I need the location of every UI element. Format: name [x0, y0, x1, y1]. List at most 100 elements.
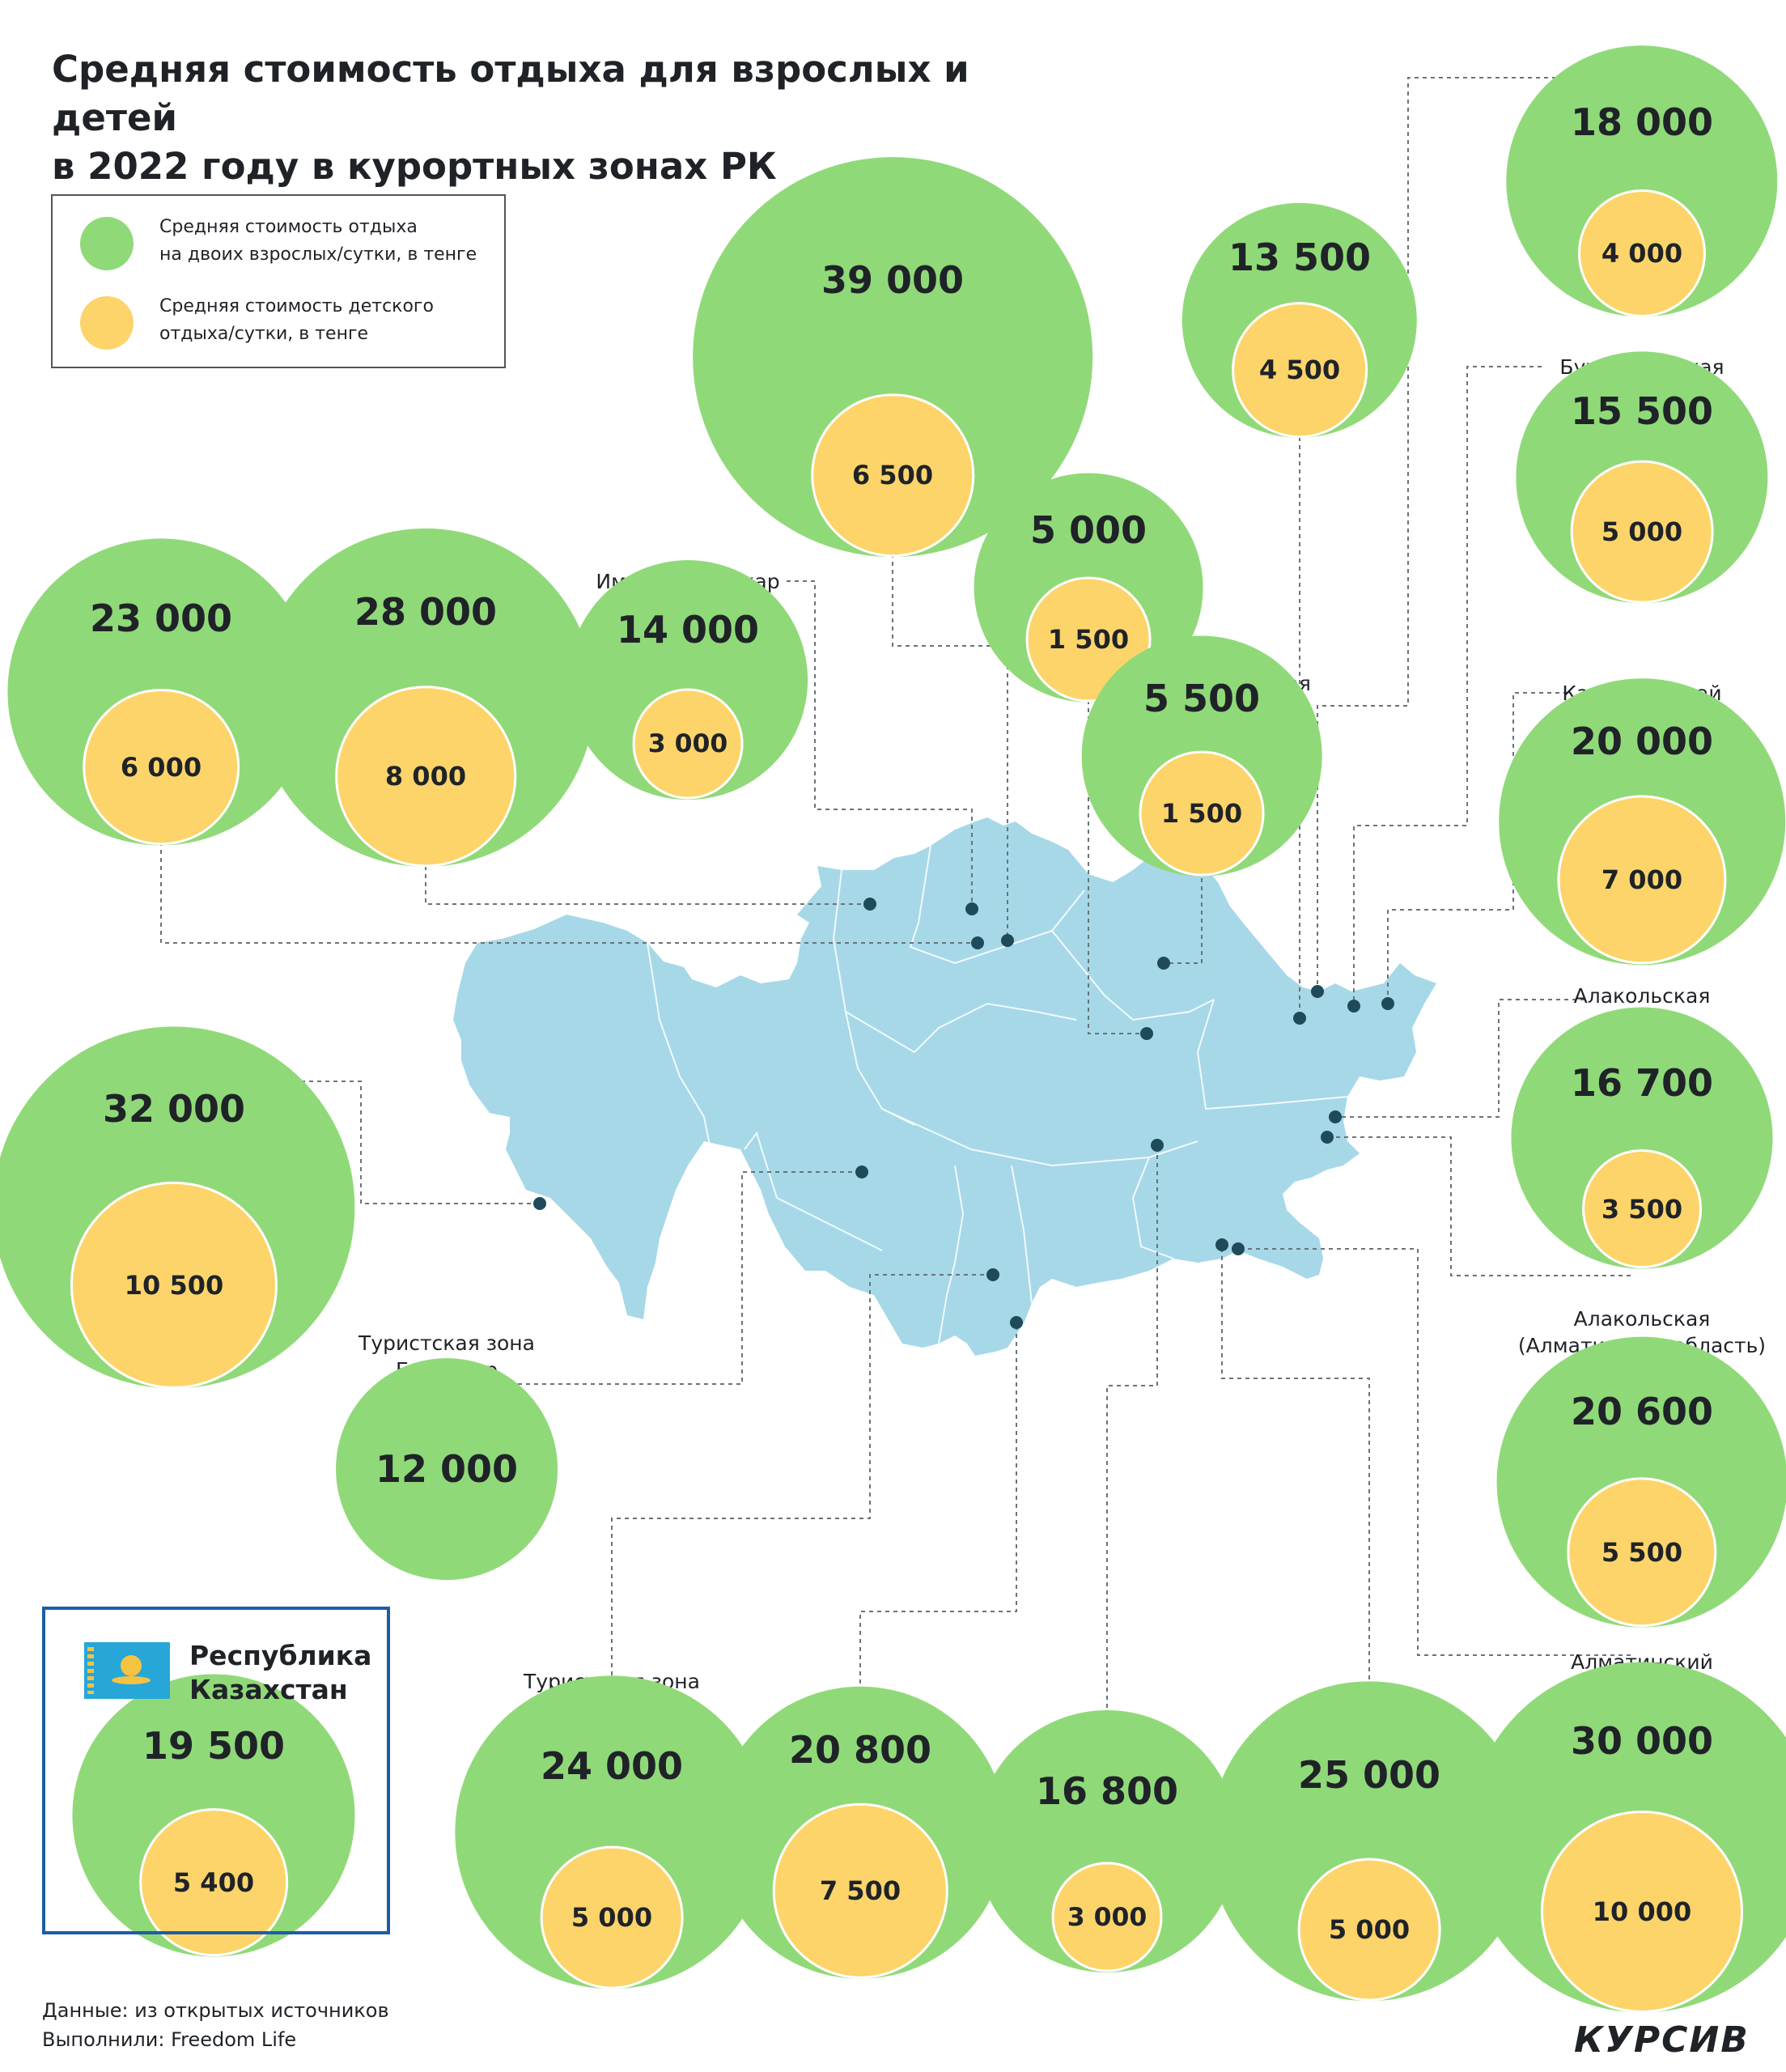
- zone-15-child-label: 5 000: [571, 1902, 653, 1934]
- zone-4-adult-label: 15 500: [1570, 388, 1714, 433]
- title-line-1: Средняя стоимость отдыха для взрослых и …: [52, 48, 969, 139]
- country-name-line-1: Республика: [189, 1640, 372, 1671]
- country-name: Республика Казахстан: [189, 1639, 371, 1707]
- zone-9-adult-label: 14 000: [616, 607, 760, 652]
- zone-17-connector: [1106, 1145, 1158, 1764]
- legend-child-text: Средняя стоимость детского отдыха/сутки,…: [159, 293, 507, 348]
- zone-12-child-label: 10 500: [124, 1269, 224, 1301]
- zone-16-child-bubble: [772, 1802, 948, 1979]
- title-line-2: в 2022 году в курортных зонах РК: [52, 145, 777, 188]
- zone-19-child-bubble: [1541, 1810, 1743, 2013]
- legend-child-line-1: Средняя стоимость детского: [159, 296, 434, 316]
- legend-child-line-2: отдыха/сутки, в тенге: [159, 324, 369, 344]
- resort-markers: [533, 898, 1394, 1329]
- zone-17-adult-label: 16 800: [1035, 1768, 1179, 1813]
- zone-11-location-marker: [1329, 1110, 1342, 1123]
- zone-11-child-bubble: [1582, 1149, 1702, 1269]
- zone-14-name-line: Алакольская: [1573, 1307, 1711, 1331]
- zone-6-adult-label: 5 500: [1143, 676, 1261, 720]
- credits-note: Выполнили: Freedom Life: [42, 2028, 297, 2051]
- zone-1-adult-label: 39 000: [821, 258, 965, 303]
- zone-4-location-marker: [1347, 1000, 1360, 1013]
- zone-5-location-marker: [1140, 1027, 1153, 1040]
- zone-9-connector: [787, 580, 973, 909]
- zone-2-adult-label: 13 500: [1228, 236, 1372, 280]
- zone-2-location-marker: [1293, 1012, 1306, 1025]
- zone-10-child-label: 7 000: [1601, 864, 1683, 896]
- source-note: Данные: из открытых источников: [42, 1999, 389, 2022]
- zone-15-location-marker: [986, 1268, 999, 1281]
- zone-9-child-label: 3 000: [647, 729, 728, 759]
- zone-6-child-bubble: [1139, 750, 1265, 877]
- legend-adult-line-1: Средняя стоимость отдыха: [159, 217, 418, 237]
- kazakhstan-flag-icon: [84, 1642, 170, 1699]
- chart-title: Средняя стоимость отдыха для взрослых и …: [52, 45, 1104, 191]
- zone-8-child-label: 8 000: [384, 761, 467, 792]
- zone-8-connector: [425, 785, 870, 905]
- zone-4-child-label: 5 000: [1601, 516, 1683, 548]
- zone-12-location-marker: [533, 1197, 546, 1210]
- zone-18-adult-label: 25 000: [1297, 1752, 1441, 1797]
- zone-9-child-bubble: [632, 688, 744, 800]
- zone-7-location-marker: [971, 936, 984, 949]
- zone-17-location-marker: [1151, 1139, 1164, 1152]
- zone-19-child-label: 10 000: [1592, 1896, 1692, 1927]
- legend-adult-text: Средняя стоимость отдыха на двоих взросл…: [159, 214, 507, 269]
- zone-14-child-label: 5 500: [1601, 1536, 1683, 1568]
- zone-1-child-bubble: [811, 393, 974, 557]
- zone-16-adult-label: 20 800: [788, 1727, 932, 1772]
- zone-3-location-marker: [1311, 985, 1324, 998]
- zone-13-adult-label: 12 000: [375, 1447, 519, 1491]
- zone-8-location-marker: [863, 898, 876, 911]
- country-child-label: 5 400: [172, 1866, 255, 1898]
- zone-7-child-bubble: [83, 688, 240, 846]
- zone-13-connector: [494, 1171, 862, 1385]
- zone-6-location-marker: [1157, 957, 1170, 970]
- zone-13-location-marker: [855, 1166, 868, 1178]
- zone-12-child-bubble: [70, 1181, 278, 1389]
- zone-11-child-label: 3 500: [1601, 1193, 1683, 1225]
- zone-1-location-marker: [1001, 934, 1014, 947]
- zone-10-child-bubble: [1557, 795, 1727, 965]
- zone-11-adult-label: 16 700: [1570, 1061, 1714, 1106]
- zone-18-child-label: 5 000: [1328, 1914, 1411, 1946]
- zone-16-child-label: 7 500: [819, 1875, 901, 1907]
- zone-11-name-line: Алакольская: [1573, 984, 1711, 1008]
- zone-5-adult-label: 5 000: [1029, 507, 1148, 552]
- zone-10-connector: [1387, 692, 1568, 1004]
- zone-13-name-line: Туристская зона: [358, 1331, 535, 1355]
- zone-14-child-bubble: [1567, 1477, 1717, 1628]
- zone-14-connector: [1327, 1136, 1631, 1276]
- zone-12-adult-label: 32 000: [102, 1086, 246, 1131]
- zone-19-adult-label: 30 000: [1570, 1719, 1714, 1763]
- zone-18-location-marker: [1215, 1238, 1228, 1251]
- zone-15-child-bubble: [540, 1845, 684, 1989]
- country-adult-label: 19 500: [142, 1724, 286, 1768]
- brand-logo: КУРСИВ: [1574, 2019, 1750, 2061]
- legend-child-swatch: [80, 296, 134, 350]
- zone-17-child-bubble: [1051, 1862, 1163, 1973]
- zone-10-adult-label: 20 000: [1570, 720, 1714, 764]
- zone-3-adult-label: 18 000: [1570, 100, 1714, 144]
- zone-14-location-marker: [1321, 1131, 1334, 1144]
- zone-2-child-bubble: [1232, 302, 1368, 439]
- zone-7-child-label: 6 000: [120, 751, 202, 783]
- zone-7-adult-label: 23 000: [89, 597, 233, 641]
- zone-4-connector: [1353, 366, 1542, 1006]
- zone-7-connector: [160, 777, 978, 944]
- zone-11-connector: [1335, 999, 1584, 1118]
- zone-15-adult-label: 24 000: [540, 1743, 684, 1788]
- zone-3-child-label: 4 000: [1601, 237, 1683, 269]
- zone-14-adult-label: 20 600: [1570, 1390, 1714, 1434]
- region-borders: [647, 845, 1348, 1344]
- zone-6-child-label: 1 500: [1160, 797, 1243, 829]
- legend: Средняя стоимость отдыха на двоих взросл…: [51, 194, 506, 368]
- zone-19-connector: [1238, 1248, 1631, 1656]
- zone-8-adult-label: 28 000: [354, 590, 498, 635]
- country-summary: Республика Казахстан: [42, 1607, 390, 1934]
- zone-16-location-marker: [1010, 1316, 1023, 1329]
- flag-ornament: [87, 1647, 94, 1694]
- flag-eagle: [112, 1676, 151, 1684]
- zone-3-child-bubble: [1577, 189, 1707, 317]
